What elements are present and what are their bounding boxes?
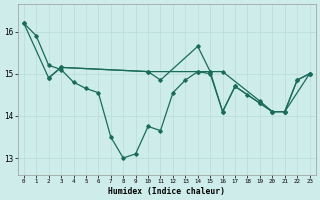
X-axis label: Humidex (Indice chaleur): Humidex (Indice chaleur): [108, 187, 225, 196]
